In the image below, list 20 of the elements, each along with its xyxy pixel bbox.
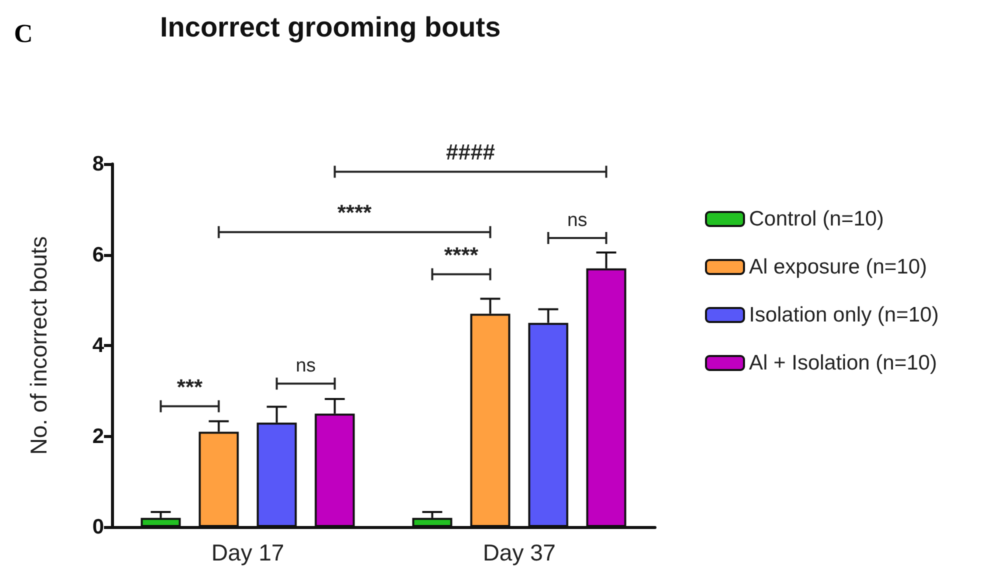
text: C: [14, 19, 33, 48]
y-tick-label: 8: [92, 152, 104, 176]
annotation: ****: [444, 242, 479, 268]
y-tick-label: 0: [92, 516, 104, 538]
annotation: ns: [567, 210, 588, 231]
x-tick-label: Day 17: [211, 540, 284, 566]
legend-label: Control (n=10): [749, 208, 884, 230]
annotation: ns: [296, 356, 316, 377]
legend-label: Al exposure (n=10): [749, 256, 928, 278]
y-tick-label: 6: [92, 243, 104, 266]
annotation: ####: [446, 140, 495, 165]
y-axis-title: No. of incorrect bouts: [26, 236, 52, 455]
annotation: ***: [176, 374, 204, 400]
legend-label: Isolation only (n=10): [749, 304, 939, 326]
y-tick-label: 2: [92, 424, 104, 448]
legend-label: Al + Isolation (n=10): [749, 352, 937, 374]
x-tick-label: Day 37: [482, 540, 556, 566]
y-tick-label: 4: [92, 334, 104, 357]
chart-title: Incorrect grooming bouts: [160, 12, 501, 42]
annotation: ****: [337, 200, 372, 226]
